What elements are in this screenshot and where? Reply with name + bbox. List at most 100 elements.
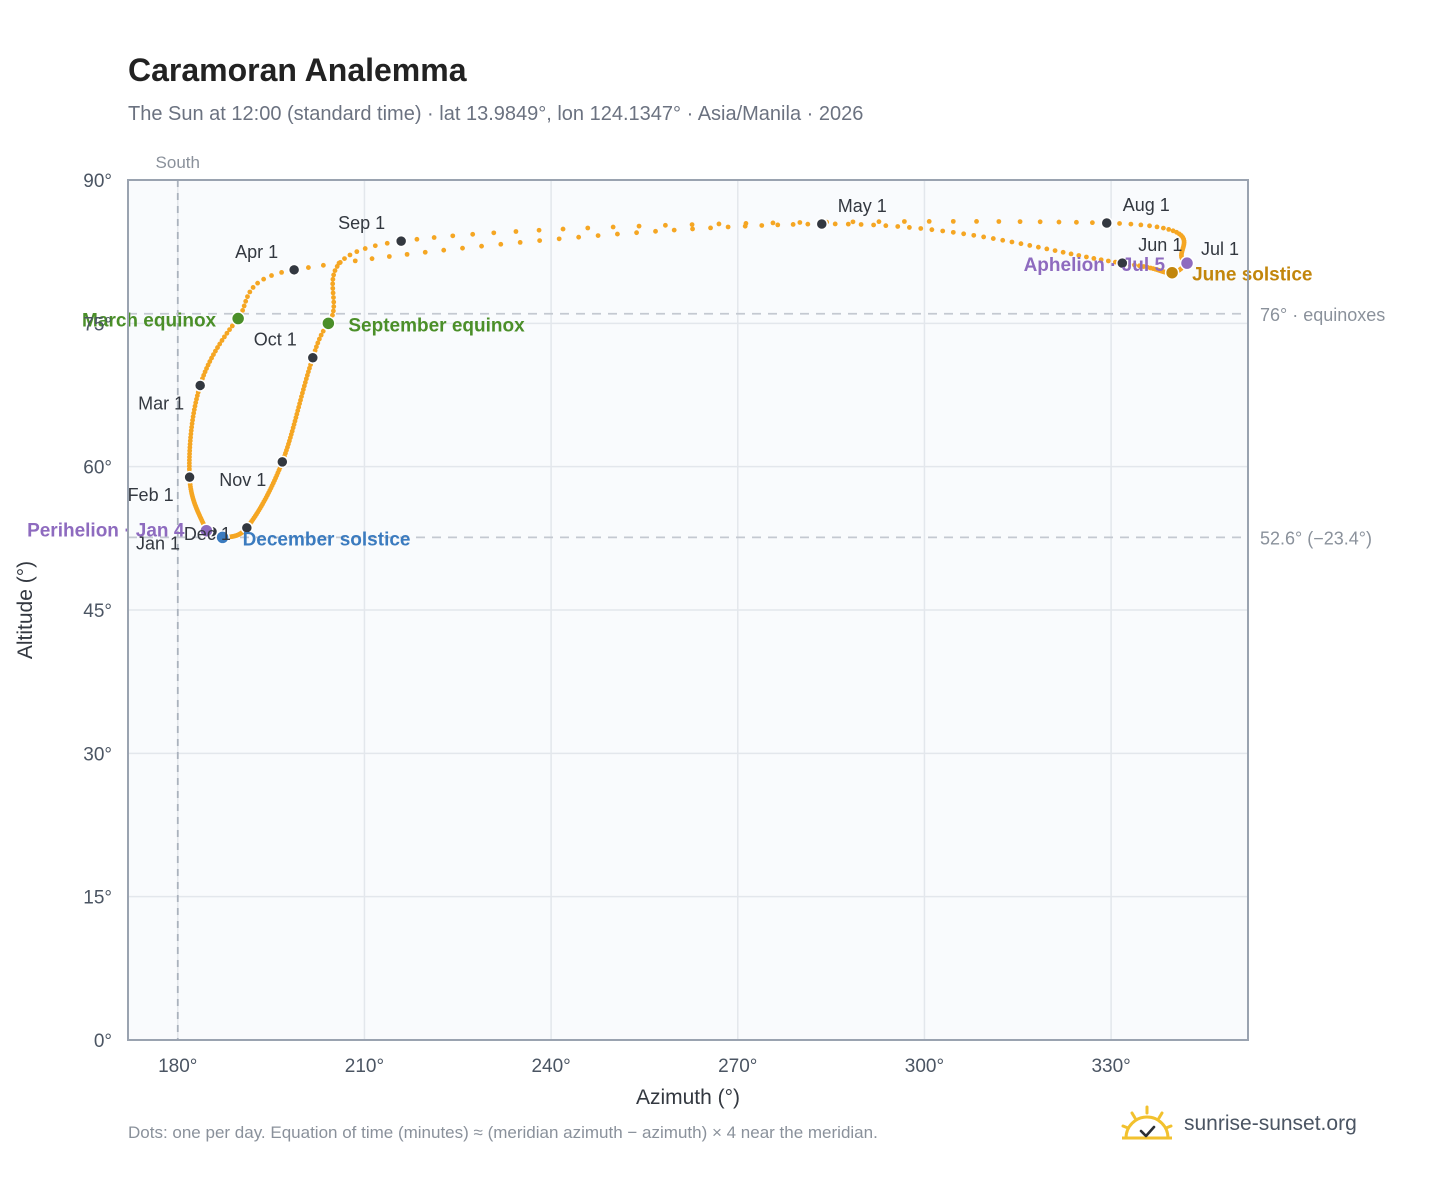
daily-sun-dot — [759, 223, 765, 228]
month-label: Jan 1 — [136, 534, 180, 554]
month-label: Oct 1 — [254, 330, 297, 350]
daily-sun-dot — [634, 230, 639, 236]
x-axis-title: Azimuth (°) — [636, 1086, 740, 1109]
daily-sun-dot — [1117, 221, 1122, 226]
daily-sun-dot — [895, 224, 901, 229]
daily-sun-dot — [940, 228, 946, 234]
month-marker[interactable] — [193, 379, 207, 392]
daily-sun-dot — [1035, 244, 1041, 250]
daily-sun-dot — [330, 276, 336, 282]
chart-title: Caramoran Analemma — [128, 52, 467, 88]
daily-sun-dot — [369, 256, 375, 262]
month-marker[interactable] — [394, 234, 408, 248]
daily-sun-dot — [354, 249, 360, 255]
daily-sun-dot — [255, 280, 261, 286]
daily-sun-dot — [332, 268, 338, 274]
daily-sun-dot — [450, 233, 456, 239]
daily-sun-dot — [386, 254, 392, 259]
daily-sun-dot — [1018, 241, 1024, 247]
daily-sun-dot — [224, 330, 230, 336]
daily-sun-dot — [1141, 264, 1147, 269]
event-label: March equinox — [82, 311, 217, 332]
month-marker[interactable] — [287, 263, 301, 277]
month-marker[interactable] — [306, 351, 320, 364]
month-marker[interactable] — [1100, 216, 1114, 230]
event-marker[interactable] — [230, 311, 246, 326]
daily-sun-dot — [805, 221, 811, 227]
daily-sun-dot — [347, 252, 353, 258]
daily-sun-dot — [269, 273, 274, 278]
daily-sun-dot — [832, 221, 838, 227]
daily-sun-dot — [1098, 257, 1104, 263]
daily-sun-dot — [414, 236, 420, 242]
y-tick-label: 75° — [83, 314, 112, 335]
daily-sun-dot — [1147, 223, 1152, 229]
daily-sun-dot — [384, 240, 390, 246]
daily-sun-dot — [876, 219, 882, 225]
daily-sun-dot — [929, 227, 935, 233]
daily-sun-dot — [362, 246, 368, 251]
x-tick-label: 330° — [1091, 1056, 1130, 1077]
daily-sun-dot — [460, 245, 465, 251]
event-marker[interactable] — [1179, 255, 1195, 271]
daily-sun-dot — [498, 241, 504, 247]
daily-sun-dot — [1138, 222, 1144, 228]
daily-sun-dot — [1089, 220, 1095, 226]
month-marker[interactable] — [815, 217, 829, 231]
month-marker[interactable] — [240, 521, 254, 535]
brand-name: sunrise-sunset.org — [1184, 1112, 1357, 1135]
meridian-label: South — [156, 153, 200, 172]
event-marker[interactable] — [1164, 265, 1180, 280]
daily-sun-dot — [330, 308, 336, 314]
month-label: Sep 1 — [338, 213, 385, 233]
daily-sun-dot — [404, 251, 410, 257]
month-marker[interactable] — [276, 455, 289, 469]
daily-sun-dot — [690, 226, 695, 232]
daily-sun-dot — [971, 232, 977, 238]
month-label: Feb 1 — [128, 485, 174, 505]
daily-sun-dot — [342, 256, 347, 261]
month-label: Jul 1 — [1201, 239, 1239, 259]
daily-sun-dot — [1105, 258, 1111, 264]
y-axis-title: Altitude (°) — [14, 561, 37, 659]
month-label: Mar 1 — [138, 393, 184, 413]
daily-sun-dot — [330, 281, 336, 287]
event-marker[interactable] — [199, 523, 214, 538]
daily-sun-dot — [536, 227, 542, 233]
daily-sun-dot — [576, 234, 582, 240]
daily-sun-dot — [441, 247, 447, 253]
daily-sun-dot — [615, 231, 620, 237]
daily-sun-dot — [222, 334, 227, 340]
daily-sun-dot — [725, 224, 731, 230]
month-label: Jun 1 — [1138, 235, 1182, 255]
month-marker[interactable] — [1116, 256, 1129, 270]
daily-sun-dot — [1074, 219, 1079, 225]
event-marker[interactable] — [321, 316, 336, 331]
daily-sun-dot — [245, 294, 250, 300]
daily-sun-dot — [653, 228, 658, 234]
daily-sun-dot — [1009, 239, 1015, 245]
daily-sun-dot — [261, 276, 267, 282]
daily-sun-dot — [215, 345, 220, 350]
daily-sun-dot — [990, 236, 996, 241]
daily-sun-dot — [227, 327, 232, 333]
daily-sun-dot — [1027, 243, 1033, 248]
daily-sun-dot — [595, 233, 601, 238]
daily-sun-dot — [1084, 254, 1089, 260]
daily-sun-dot — [331, 304, 337, 309]
daily-sun-dot — [213, 348, 218, 354]
daily-sun-dot — [491, 230, 497, 236]
daily-sun-dot — [1160, 225, 1166, 231]
daily-sun-dot — [858, 222, 864, 227]
x-tick-label: 210° — [345, 1056, 384, 1077]
daily-sun-dot — [211, 352, 216, 357]
daily-sun-dot — [850, 219, 856, 225]
event-marker[interactable] — [215, 530, 230, 545]
daily-sun-dot — [279, 269, 284, 275]
daily-sun-dot — [1136, 263, 1142, 269]
month-marker[interactable] — [183, 470, 196, 484]
daily-sun-dot — [871, 222, 877, 228]
daily-sun-dot — [247, 289, 253, 295]
brand[interactable]: sunrise-sunset.org — [1120, 1102, 1357, 1146]
